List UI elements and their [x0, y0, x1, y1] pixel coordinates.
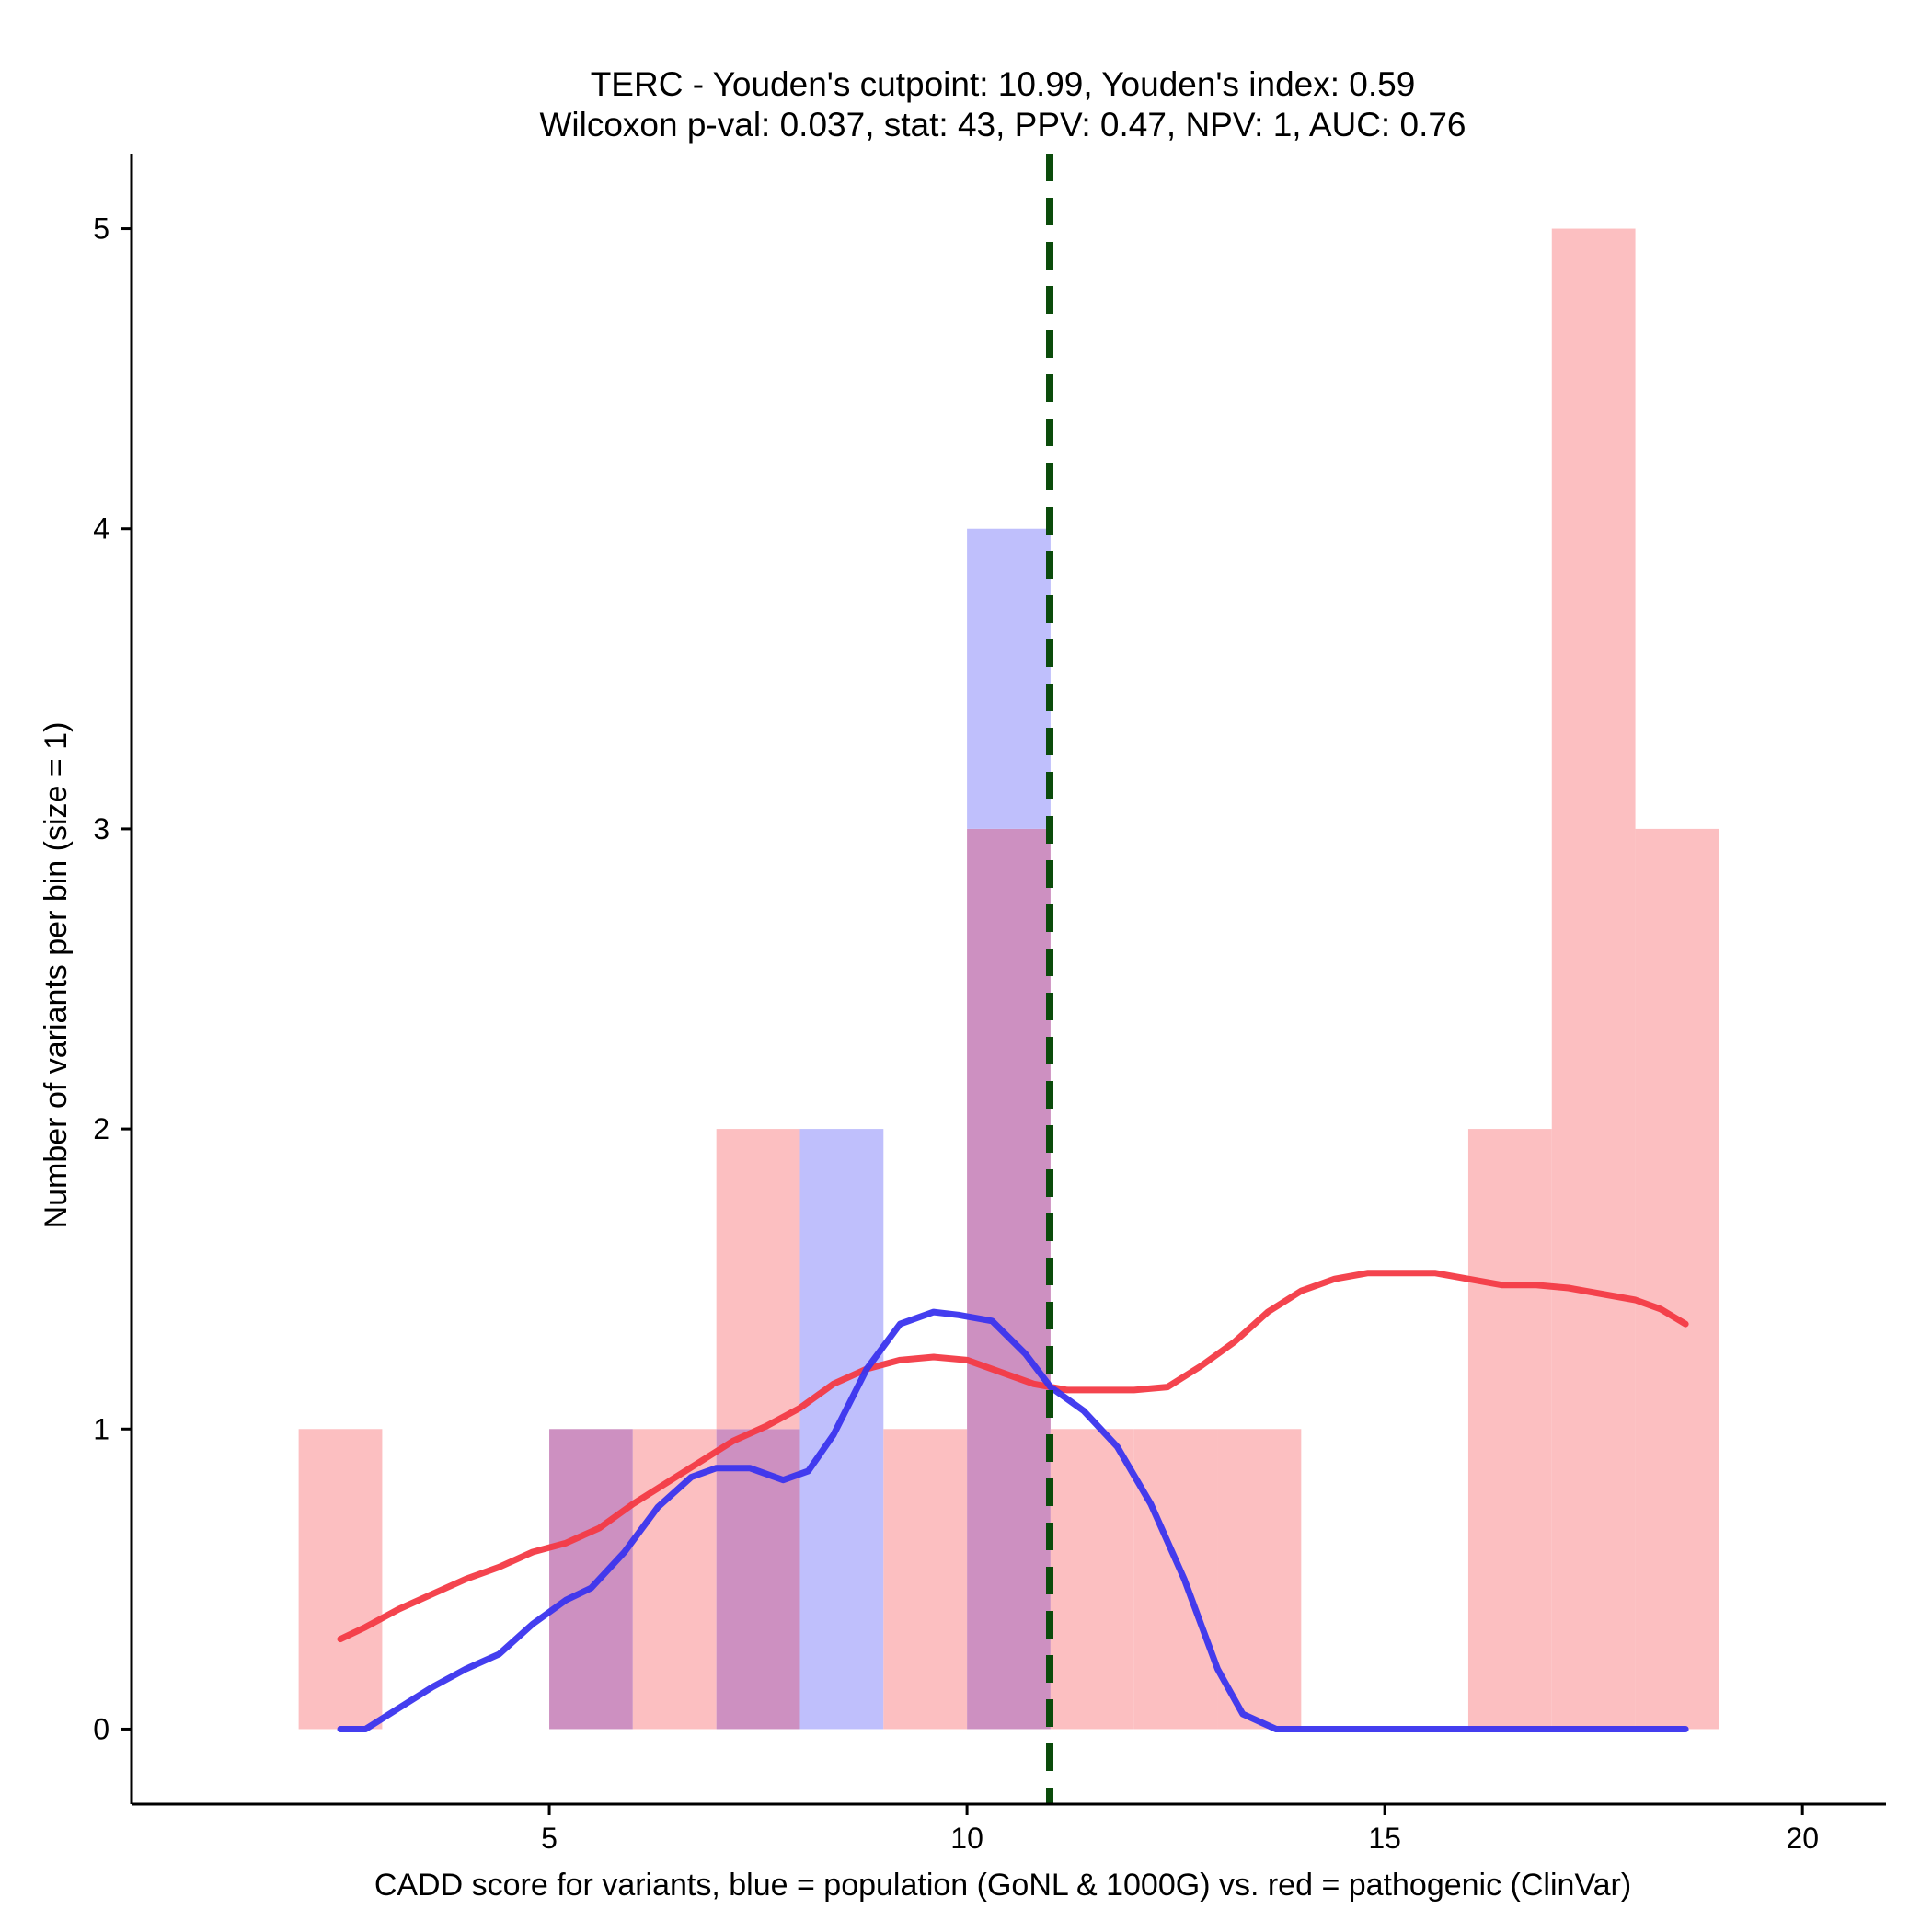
- chart-title: TERC - Youden's cutpoint: 10.99, Youden'…: [591, 65, 1416, 103]
- axes: 5 10 15 20 0 1 2 3 4 5: [93, 154, 1886, 1855]
- x-axis-ticks: 5 10 15 20: [541, 1804, 1819, 1855]
- population-bar-10: [967, 528, 1051, 829]
- y-tick-label-1: 1: [93, 1412, 109, 1445]
- pathogenic-density-line: [337, 1270, 1689, 1643]
- pathogenic-bar-11: [1050, 1429, 1134, 1730]
- x-axis-label: CADD score for variants, blue = populati…: [374, 1868, 1631, 1903]
- bars-layer: [298, 228, 1719, 1730]
- population-density-line: [337, 1308, 1689, 1732]
- y-tick-label-4: 4: [93, 512, 109, 546]
- y-axis-ticks: 0 1 2 3 4 5: [93, 213, 132, 1745]
- overlap-bar-5: [549, 1429, 633, 1730]
- x-tick-label-15: 15: [1368, 1822, 1401, 1855]
- pathogenic-bar-16: [1467, 1129, 1552, 1730]
- density-curves: [337, 1270, 1689, 1732]
- pathogenic-bar-2: [298, 1429, 383, 1730]
- pathogenic-bar-18: [1635, 828, 1719, 1730]
- y-axis-label: Number of variants per bin (size = 1): [39, 722, 74, 1229]
- pathogenic-bar-13: [1217, 1429, 1302, 1730]
- y-tick-label-0: 0: [93, 1712, 109, 1745]
- population-bar-8: [799, 1129, 884, 1730]
- x-tick-label-5: 5: [541, 1822, 558, 1855]
- pathogenic-bar-17: [1551, 228, 1636, 1730]
- y-tick-label-3: 3: [93, 812, 109, 845]
- chart-subtitle: Wilcoxon p-val: 0.037, stat: 43, PPV: 0.…: [539, 106, 1466, 144]
- x-tick-label-20: 20: [1786, 1822, 1819, 1855]
- pathogenic-bar-9: [883, 1429, 968, 1730]
- y-tick-label-2: 2: [93, 1112, 109, 1145]
- pathogenic-bar-7: [716, 1129, 800, 1430]
- y-tick-label-5: 5: [93, 213, 109, 246]
- pathogenic-bar-12: [1133, 1429, 1218, 1730]
- x-tick-label-10: 10: [950, 1822, 983, 1855]
- overlap-bar-10: [967, 828, 1051, 1730]
